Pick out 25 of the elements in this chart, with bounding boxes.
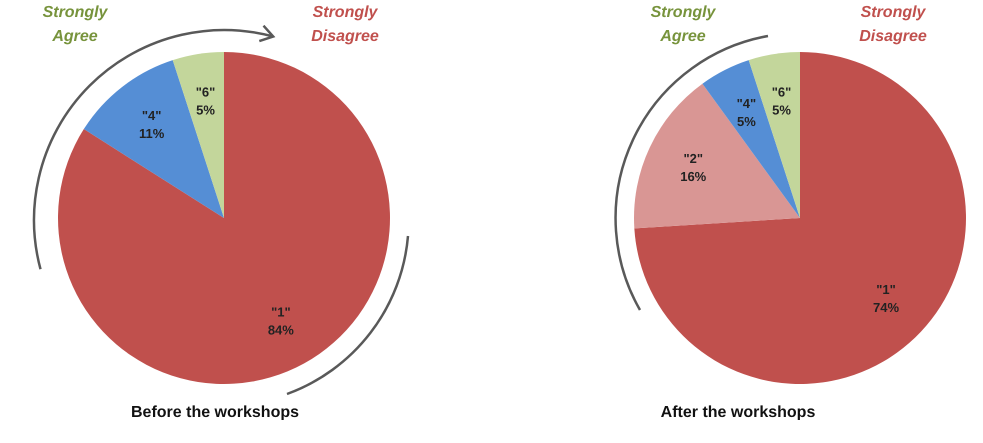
data-label: 11% — [139, 126, 165, 141]
data-label: 74% — [873, 300, 900, 315]
data-label: 5% — [772, 102, 792, 118]
pie-slice — [84, 60, 224, 218]
pie-slice — [634, 84, 800, 228]
slice-label: "4" — [142, 108, 162, 123]
slice-label: "1" — [876, 282, 896, 297]
slice-label: "6" — [196, 84, 216, 100]
text: After the workshops — [660, 404, 816, 421]
pie-slice — [634, 52, 966, 384]
slice-label: "6" — [772, 84, 792, 100]
text: Strongly Disagree — [859, 4, 927, 45]
data-label: 5% — [196, 102, 216, 118]
data-label: 84% — [268, 322, 294, 338]
text: Strongly Disagree — [311, 4, 379, 45]
pie-slice — [172, 52, 224, 218]
text: Strongly Agree — [42, 4, 109, 45]
slice-label: "2" — [683, 150, 704, 166]
data-label: 16% — [680, 168, 707, 184]
slice-label: "1" — [271, 304, 291, 320]
pie-slice — [58, 52, 390, 384]
data-label: 5% — [737, 114, 756, 129]
text: Strongly Agree — [650, 4, 717, 45]
slice-label: "4" — [736, 96, 756, 111]
text: Before the workshops — [130, 404, 300, 421]
